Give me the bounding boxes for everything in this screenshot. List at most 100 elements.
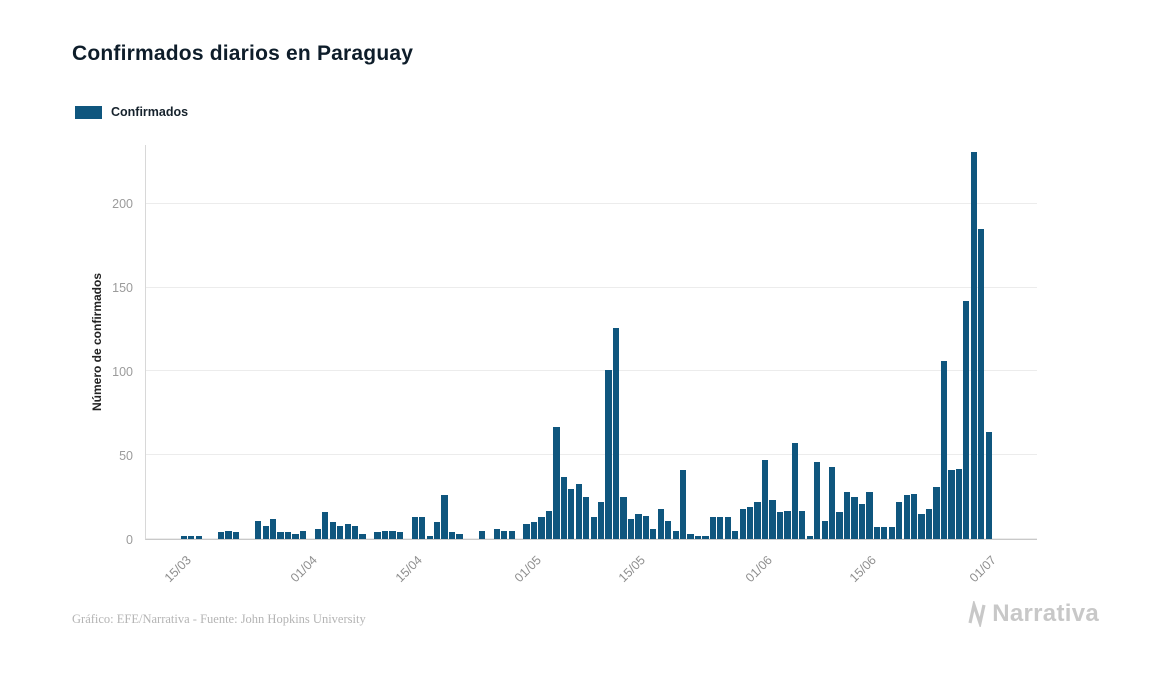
bar	[255, 520, 262, 539]
x-tick-label: 01/06	[742, 553, 775, 586]
bar	[560, 476, 567, 539]
bar	[829, 466, 836, 539]
bar	[374, 532, 381, 539]
bar	[545, 510, 553, 539]
bar	[799, 510, 806, 539]
bar	[605, 369, 612, 539]
bar	[523, 523, 530, 539]
bar	[277, 532, 284, 539]
bar	[858, 503, 866, 539]
bar	[739, 508, 746, 539]
gridline	[146, 202, 1037, 204]
bar	[806, 535, 813, 539]
bar	[493, 528, 500, 539]
bar	[620, 497, 627, 539]
bar	[918, 513, 925, 539]
legend-label: Confirmados	[111, 105, 189, 119]
bar	[314, 528, 322, 539]
x-tick-label: 15/05	[616, 553, 649, 586]
bar	[478, 530, 485, 539]
bar	[627, 518, 635, 539]
bar	[672, 530, 679, 539]
narrativa-logo: Narrativa	[965, 600, 1099, 628]
bar	[724, 517, 731, 539]
bar	[217, 532, 225, 539]
bar	[925, 508, 933, 539]
bar	[709, 517, 717, 539]
bar	[284, 532, 292, 539]
gridline	[146, 454, 1037, 456]
bar	[821, 520, 828, 539]
plot-area	[145, 145, 1037, 540]
bar	[329, 522, 336, 539]
bar	[232, 532, 240, 539]
page-title: Confirmados diarios en Paraguay	[72, 42, 414, 65]
bar	[225, 530, 232, 539]
bar	[881, 527, 888, 539]
bar	[836, 512, 843, 539]
y-tick-label: 50	[119, 448, 133, 463]
bar	[553, 426, 560, 539]
bar	[419, 517, 426, 539]
bar	[866, 492, 873, 539]
bar	[434, 522, 441, 539]
bar	[352, 525, 359, 539]
bar	[575, 483, 582, 539]
bar	[299, 530, 307, 539]
bar	[188, 535, 195, 539]
bar	[814, 461, 821, 539]
brand-wordmark: Narrativa	[992, 600, 1099, 627]
x-tick-label: 01/05	[511, 553, 544, 586]
bar	[441, 495, 448, 539]
bar	[568, 488, 575, 539]
bar	[694, 535, 702, 539]
bar	[687, 533, 694, 539]
bar	[344, 523, 351, 539]
bars	[146, 145, 1037, 539]
bar	[970, 151, 977, 539]
bar	[508, 530, 515, 539]
bar	[583, 497, 590, 539]
bar	[262, 525, 269, 539]
bar	[195, 535, 202, 539]
bar	[702, 535, 709, 539]
bar	[985, 431, 992, 539]
bar	[642, 515, 649, 539]
bar	[448, 532, 456, 539]
bar	[955, 468, 962, 539]
bar	[851, 497, 858, 539]
bar	[791, 443, 799, 539]
bar	[679, 470, 687, 539]
bar	[657, 508, 664, 539]
bar	[612, 327, 620, 539]
x-tick-labels: 15/03 01/04 15/04 01/05 15/05 01/06 15/06 01/07	[145, 541, 1037, 611]
bar	[411, 517, 418, 539]
narrativa-n-icon	[968, 601, 986, 627]
y-tick-label: 200	[112, 196, 133, 211]
bar	[776, 512, 784, 539]
bar	[635, 513, 642, 539]
bar	[888, 527, 895, 539]
y-tick-label: 0	[126, 533, 133, 547]
y-tick-label: 100	[112, 364, 133, 379]
bar	[359, 533, 366, 539]
bar	[761, 460, 769, 539]
bar	[180, 535, 187, 539]
bar	[530, 522, 538, 539]
bar	[754, 502, 761, 539]
y-tick-labels: 0 50 100 150 200	[88, 145, 133, 547]
bar	[396, 532, 403, 539]
bar	[456, 533, 463, 539]
bar	[337, 525, 344, 539]
bar	[501, 530, 508, 539]
bar	[843, 492, 851, 539]
bar	[978, 228, 985, 539]
bar	[896, 502, 903, 539]
bar	[665, 520, 672, 539]
bar	[650, 528, 657, 539]
bar	[940, 361, 948, 539]
bar	[769, 500, 776, 539]
bar	[389, 530, 396, 539]
bar	[292, 533, 299, 539]
bar	[948, 470, 955, 539]
